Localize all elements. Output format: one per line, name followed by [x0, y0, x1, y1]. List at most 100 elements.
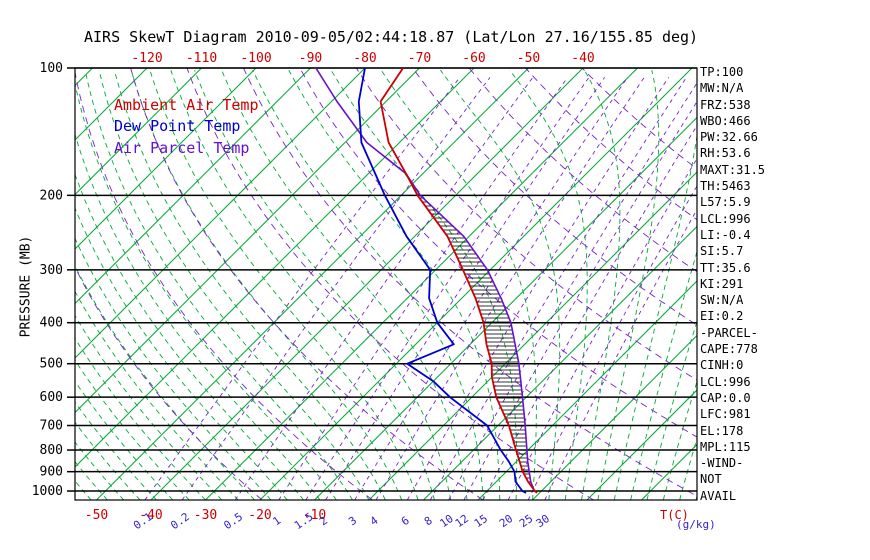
stats-line: MW:N/A [700, 81, 744, 96]
stats-line: FRZ:538 [700, 97, 751, 112]
pressure-tick-label: 400 [40, 316, 63, 331]
dry-adiabat-line [186, 68, 594, 500]
isotherm-line [423, 225, 697, 500]
bottom-temp-tick-label: -40 [139, 508, 162, 523]
moist-adiabat-line [75, 264, 255, 500]
stats-line: CAP:0.0 [700, 390, 751, 405]
moist-adiabat-line [380, 69, 537, 500]
stats-line: LCL:996 [700, 211, 751, 226]
mixing-ratio-tick-label: 30 [534, 512, 552, 530]
stats-line: NOT [700, 472, 722, 487]
mixing-ratio-tick-label: 10 [437, 512, 455, 530]
dry-adiabat-line [581, 68, 697, 170]
stats-line: TH:5463 [700, 179, 751, 194]
dry-adiabat-line [75, 70, 373, 500]
parcel-curve [315, 68, 538, 494]
dry-adiabat-line [525, 68, 697, 221]
stats-line: KI:291 [700, 276, 744, 291]
moist-adiabat-line [581, 69, 621, 500]
legend-dew-point-temp: Dew Point Temp [114, 117, 241, 135]
stats-line: CINH:0 [700, 358, 744, 373]
chart-title: AIRS SkewT Diagram 2010-09-05/02:44:18.8… [84, 28, 699, 46]
moist-adiabat-line [288, 69, 501, 500]
moist-adiabat-line [646, 320, 697, 500]
moist-adiabat-line [221, 69, 468, 500]
isotherm-line [150, 68, 584, 500]
stats-line: MAXT:31.5 [700, 162, 766, 177]
plot-frame [74, 67, 698, 501]
isotherm-line [477, 280, 697, 500]
temp-unit-label: T(C) [660, 508, 689, 522]
isotherm-line [75, 68, 366, 359]
isotherm-line [75, 68, 202, 196]
mixing-ratio-line [448, 82, 697, 500]
top-temp-tick-label: -70 [408, 51, 431, 66]
moist-adiabat-line [75, 401, 157, 500]
stats-line: LI:-0.4 [700, 227, 751, 242]
stats-line: MPL:115 [700, 439, 751, 454]
pressure-tick-label: 300 [40, 263, 63, 278]
mixing-ratio-tick-label: 15 [472, 512, 490, 530]
mixing-ratio-tick-label: 3 [346, 514, 359, 528]
mixing-ratio-tick-label: 25 [517, 512, 535, 530]
mixing-ratio-line [482, 124, 697, 500]
mixing-ratio-line [181, 77, 491, 500]
moist-adiabat-line [170, 69, 435, 500]
moist-adiabat-line [630, 249, 697, 500]
dew_point-curve [357, 68, 527, 494]
stats-line: CAPE:778 [700, 342, 758, 357]
moist-adiabat-line [75, 421, 141, 500]
stats-line: LCL:996 [700, 374, 751, 389]
mixing-ratio-line [325, 77, 605, 500]
stats-line: TT:35.6 [700, 260, 751, 275]
pressure-tick-label: 200 [40, 188, 63, 203]
bottom-temp-tick-label: -50 [85, 508, 108, 523]
isotherm-line [368, 171, 697, 500]
pressure-tick-label: 700 [40, 419, 63, 434]
moist-adiabat-line [84, 70, 353, 500]
pressure-tick-label: 900 [40, 465, 63, 480]
top-temp-tick-label: -80 [353, 51, 376, 66]
stats-line: TP:100 [700, 65, 744, 79]
top-temp-tick-label: -120 [131, 51, 162, 66]
sounding-curves [315, 68, 538, 494]
stats-line: WBO:466 [700, 113, 751, 128]
mixing-ratio-tick-label: 6 [399, 514, 412, 528]
stats-line: -WIND- [700, 456, 744, 471]
moist-adiabat-line [149, 69, 419, 500]
axis-labels: -120 -110 -100 -90 -80 -70 -60 -50 -40 -50 -40 -30 -… [32, 51, 716, 532]
pressure-tick-label: 1000 [32, 484, 63, 499]
stats-line: EI:0.2 [700, 309, 744, 324]
pressure-tick-label: 800 [40, 443, 63, 458]
isotherm-line [314, 116, 697, 500]
mixing-unit-label: (g/kg) [676, 518, 716, 531]
isotherm-line [205, 68, 638, 500]
top-temp-tick-label: -60 [462, 51, 485, 66]
mixing-ratio-tick-label: 1 [270, 514, 283, 528]
moist-adiabat-line [75, 480, 92, 500]
mixing-ratio-line [429, 77, 687, 500]
top-temp-tick-label: -40 [571, 51, 594, 66]
moist-adiabat-line [75, 461, 108, 500]
moist-adiabat-line [613, 133, 697, 500]
stats-panel: TP:100 MW:N/A FRZ:538 WBO:466 PW:32.66 RH:53.… [700, 64, 765, 504]
isotherm-line [75, 68, 257, 250]
pressure-tick-label: 500 [40, 357, 63, 372]
top-temp-tick-label: -90 [299, 51, 322, 66]
isotherm-line [96, 68, 529, 500]
mixing-ratio-line [278, 77, 568, 500]
mixing-ratio-tick-label: 20 [497, 512, 515, 530]
dry-adiabat-line [469, 68, 697, 273]
mixing-ratio-line [463, 100, 697, 500]
plot-background-lines [75, 68, 697, 500]
dry-adiabat-line [412, 68, 697, 326]
mixing-ratio-tick-label: 8 [422, 514, 435, 528]
stats-line: SW:N/A [700, 293, 744, 308]
moist-adiabat-line [98, 69, 370, 500]
bottom-temp-tick-label: -10 [303, 508, 326, 523]
stats-line: PW:32.66 [700, 130, 758, 145]
legend-ambient-air-temp: Ambient Air Temp [114, 96, 259, 114]
dry-adiabat-line [243, 68, 697, 497]
